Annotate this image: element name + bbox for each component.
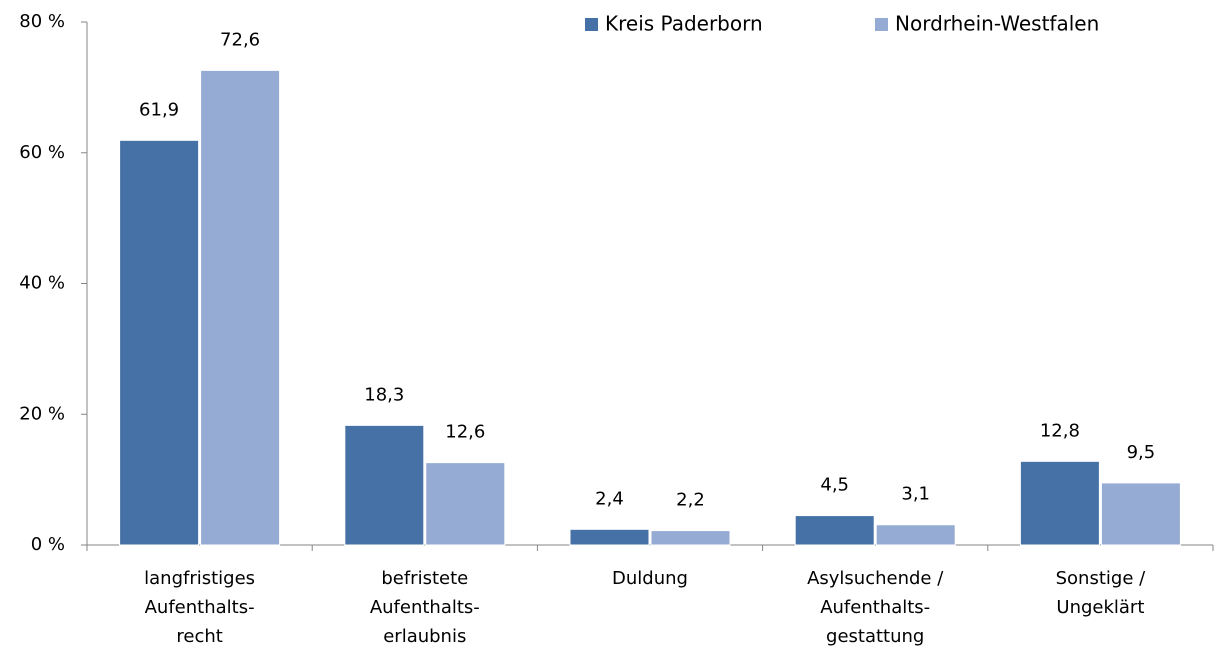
value-label: 2,2 [676,490,705,511]
legend-label: Nordrhein-Westfalen [895,12,1099,36]
legend-swatch [585,18,598,31]
y-tick-label: 60 % [19,142,65,163]
value-label: 3,1 [901,484,930,505]
x-tick-label: befristete [381,568,468,589]
bar [119,139,200,546]
x-tick-label: Aufenthalts- [370,597,480,618]
bar [875,524,956,546]
legend-label: Kreis Paderborn [605,12,763,36]
value-label: 18,3 [364,384,404,405]
bar [650,530,731,546]
bar [794,515,875,546]
x-tick-label: Ungeklärt [1056,597,1144,618]
x-tick-label: langfristiges [144,568,255,589]
x-tick-label: Duldung [612,568,688,589]
bar [425,462,506,546]
y-tick-label: 80 % [19,11,65,32]
x-tick-label: erlaubnis [383,626,466,647]
x-tick-label: Sonstige / [1056,568,1147,589]
bar [200,69,281,546]
value-label: 9,5 [1127,442,1156,463]
value-label: 72,6 [220,29,260,50]
value-label: 2,4 [595,488,624,509]
bar [569,528,650,546]
bar [1019,460,1100,546]
bar [1100,482,1181,546]
legend-swatch [875,18,888,31]
y-tick-label: 40 % [19,273,65,294]
value-label: 12,6 [445,422,485,443]
value-label: 4,5 [820,475,849,496]
value-label: 12,8 [1040,420,1080,441]
x-tick-label: Asylsuchende / [807,568,944,589]
x-tick-label: gestattung [826,626,924,647]
y-tick-label: 20 % [19,403,65,424]
value-label: 61,9 [139,99,179,120]
x-tick-label: recht [176,626,222,647]
x-tick-label: Aufenthalts- [820,597,930,618]
bar [344,424,425,546]
y-tick-label: 0 % [31,534,65,555]
x-tick-label: Aufenthalts- [145,597,255,618]
